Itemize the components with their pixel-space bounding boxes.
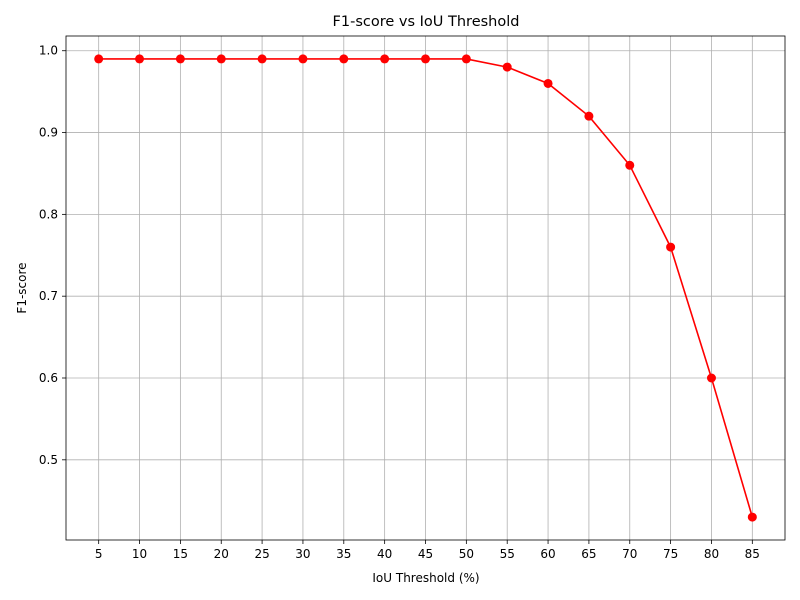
x-axis-ticks: 5 10 15 20 25 30 35 40 45 50 55 60 65 70 75 80 85	[95, 540, 760, 561]
x-tick-label: 30	[295, 547, 310, 561]
x-axis-label: IoU Threshold (%)	[372, 571, 479, 585]
data-point	[461, 54, 471, 64]
y-tick-label: 0.5	[39, 453, 58, 467]
y-tick-label: 0.9	[39, 126, 58, 140]
x-tick-label: 60	[540, 547, 555, 561]
x-tick-label: 40	[377, 547, 392, 561]
data-point	[135, 54, 145, 64]
data-point	[216, 54, 226, 64]
x-tick-label: 15	[173, 547, 188, 561]
x-tick-label: 85	[745, 547, 760, 561]
x-tick-label: 35	[336, 547, 351, 561]
data-point	[421, 54, 430, 64]
plot-area-frame	[65, 35, 786, 541]
grid	[66, 36, 785, 540]
data-point	[339, 54, 349, 64]
x-tick-label: 75	[663, 547, 678, 561]
data-point	[706, 373, 716, 383]
chart-title: F1-score vs IoU Threshold	[333, 14, 520, 30]
x-tick-label: 5	[95, 547, 103, 561]
y-tick-label: 0.7	[39, 289, 58, 303]
data-point	[257, 54, 267, 64]
x-tick-label: 10	[132, 547, 147, 561]
x-tick-label: 50	[459, 547, 474, 561]
data-point	[298, 54, 308, 64]
data-point	[625, 160, 635, 170]
data-point	[543, 78, 553, 88]
x-tick-label: 80	[704, 547, 719, 561]
y-axis-ticks: 0.5 0.6 0.7 0.8 0.9 1.0	[39, 44, 66, 467]
data-point	[584, 111, 594, 121]
data-point	[747, 512, 757, 522]
x-tick-label: 25	[254, 547, 269, 561]
data-series	[94, 54, 757, 522]
y-axis-label: F1-score	[15, 262, 29, 313]
y-tick-label: 0.8	[39, 207, 58, 221]
x-tick-label: 45	[418, 547, 433, 561]
data-point	[94, 54, 104, 64]
y-tick-label: 1.0	[39, 44, 58, 58]
x-tick-label: 20	[214, 547, 229, 561]
data-point	[380, 54, 390, 64]
x-tick-label: 55	[500, 547, 515, 561]
x-tick-label: 70	[622, 547, 637, 561]
data-point	[666, 242, 676, 252]
x-tick-label: 65	[581, 547, 596, 561]
data-point	[502, 62, 512, 72]
data-point	[175, 54, 185, 64]
y-tick-label: 0.6	[39, 371, 58, 385]
